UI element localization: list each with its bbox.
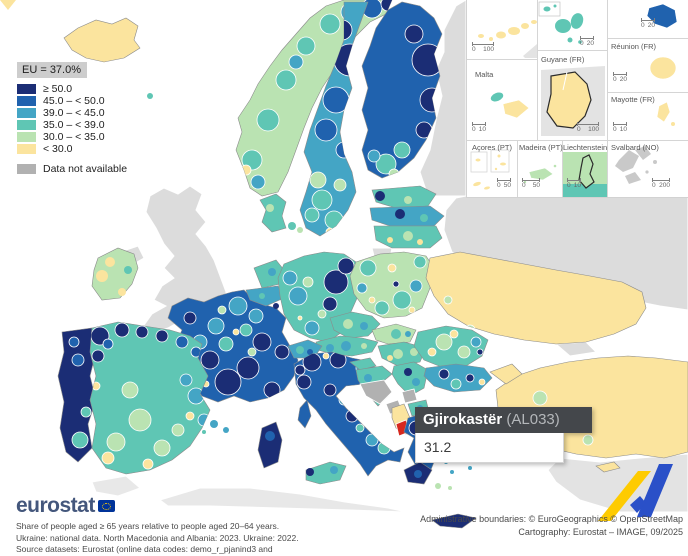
legend-swatch: [17, 95, 36, 106]
inset-label-acores: Açores (PT): [472, 143, 513, 152]
tooltip-value: 31.2: [415, 433, 564, 463]
credit-boundaries: Administrative boundaries: © EuroGeograp…: [420, 514, 683, 524]
legend: EU = 37.0% ≥ 50.0 45.0 – < 50.0 39.0 – <…: [17, 62, 127, 176]
legend-class-label: 30.0 – < 35.0: [43, 130, 105, 143]
scalebar-malta: 0 10: [472, 122, 486, 133]
map-note-line: Ukraine: national data. North Macedonia …: [16, 532, 299, 543]
tooltip-region-name: Gjirokastër: [423, 411, 503, 428]
legend-class-label: ≥ 50.0: [43, 82, 73, 95]
scalebar-canarias: 0 100: [472, 42, 494, 53]
legend-swatch: [17, 107, 36, 118]
inset-label-reunion: Réunion (FR): [611, 42, 657, 51]
inset-label-madeira: Madeira (PT): [519, 143, 563, 152]
inset-label-liechtenstein: Liechtenstein: [563, 143, 608, 152]
scalebar-guyane: 0 100: [577, 122, 599, 133]
legend-swatch: [17, 164, 36, 175]
legend-class-label: 39.0 – < 45.0: [43, 106, 105, 119]
legend-class-row: 30.0 – < 35.0: [17, 131, 127, 143]
map-note-line: Share of people aged ≥ 65 years relative…: [16, 521, 280, 531]
scalebar-liechtenstein: 0 10: [567, 178, 581, 189]
scalebar-svalbard: 0 200: [652, 178, 670, 189]
legend-class-label: 45.0 – < 50.0: [43, 94, 105, 107]
scalebar-martinique: 0 20: [641, 18, 655, 29]
scalebar-mayotte: 0 10: [613, 122, 627, 133]
scalebar-madeira: 0 50: [522, 178, 540, 189]
overseas-insets-panel: Malta Guyane (FR) Réunion (FR) Mayotte (…: [466, 0, 688, 198]
legend-class-row: 35.0 – < 39.0: [17, 119, 127, 131]
tooltip-region-code: (AL033): [506, 411, 560, 428]
image-cartography-logo: [598, 464, 673, 521]
legend-eu-average: EU = 37.0%: [17, 62, 88, 78]
legend-swatch: [17, 83, 36, 94]
inset-label-malta: Malta: [475, 70, 494, 79]
legend-class-row: 45.0 – < 50.0: [17, 95, 127, 107]
inset-label-mayotte: Mayotte (FR): [611, 95, 655, 104]
footer-left: eurostat Share of people aged ≥ 65 years…: [16, 494, 299, 556]
statistical-regions[interactable]: [0, 0, 688, 529]
footer-credits: Administrative boundaries: © EuroGeograp…: [420, 513, 683, 539]
scalebar-guadeloupe: 0 20: [580, 36, 594, 47]
legend-no-data-label: Data not available: [43, 163, 128, 176]
inset-label-guyane: Guyane (FR): [541, 55, 585, 64]
legend-class-row: < 30.0: [17, 143, 127, 155]
legend-swatch: [17, 131, 36, 142]
inset-label-svalbard: Svalbard (NO): [611, 143, 659, 152]
legend-class-label: 35.0 – < 39.0: [43, 118, 105, 131]
legend-class-row: ≥ 50.0: [17, 83, 127, 95]
legend-swatch: [17, 143, 36, 154]
eurostat-wordmark: eurostat: [16, 494, 95, 517]
non-eu-land: [91, 0, 688, 515]
scalebar-acores: 0 50: [497, 178, 511, 189]
eurostat-logo: eurostat: [16, 494, 299, 518]
credit-cartography: Cartography: Eurostat – IMAGE, 09/2025: [518, 527, 683, 537]
map-note-line: Source datasets: Eurostat (online data c…: [16, 544, 273, 554]
scalebar-reunion: 0 20: [613, 72, 627, 83]
insets-shapes[interactable]: [467, 0, 688, 197]
tooltip-header: Gjirokastër (AL033): [415, 407, 592, 433]
legend-no-data-row: Data not available: [17, 163, 128, 176]
eu-flag-icon: [97, 500, 115, 512]
region-tooltip: Gjirokastër (AL033) 31.2: [415, 407, 592, 463]
legend-class-row: 39.0 – < 45.0: [17, 107, 127, 119]
legend-class-label: < 30.0: [43, 142, 73, 155]
legend-swatch: [17, 119, 36, 130]
